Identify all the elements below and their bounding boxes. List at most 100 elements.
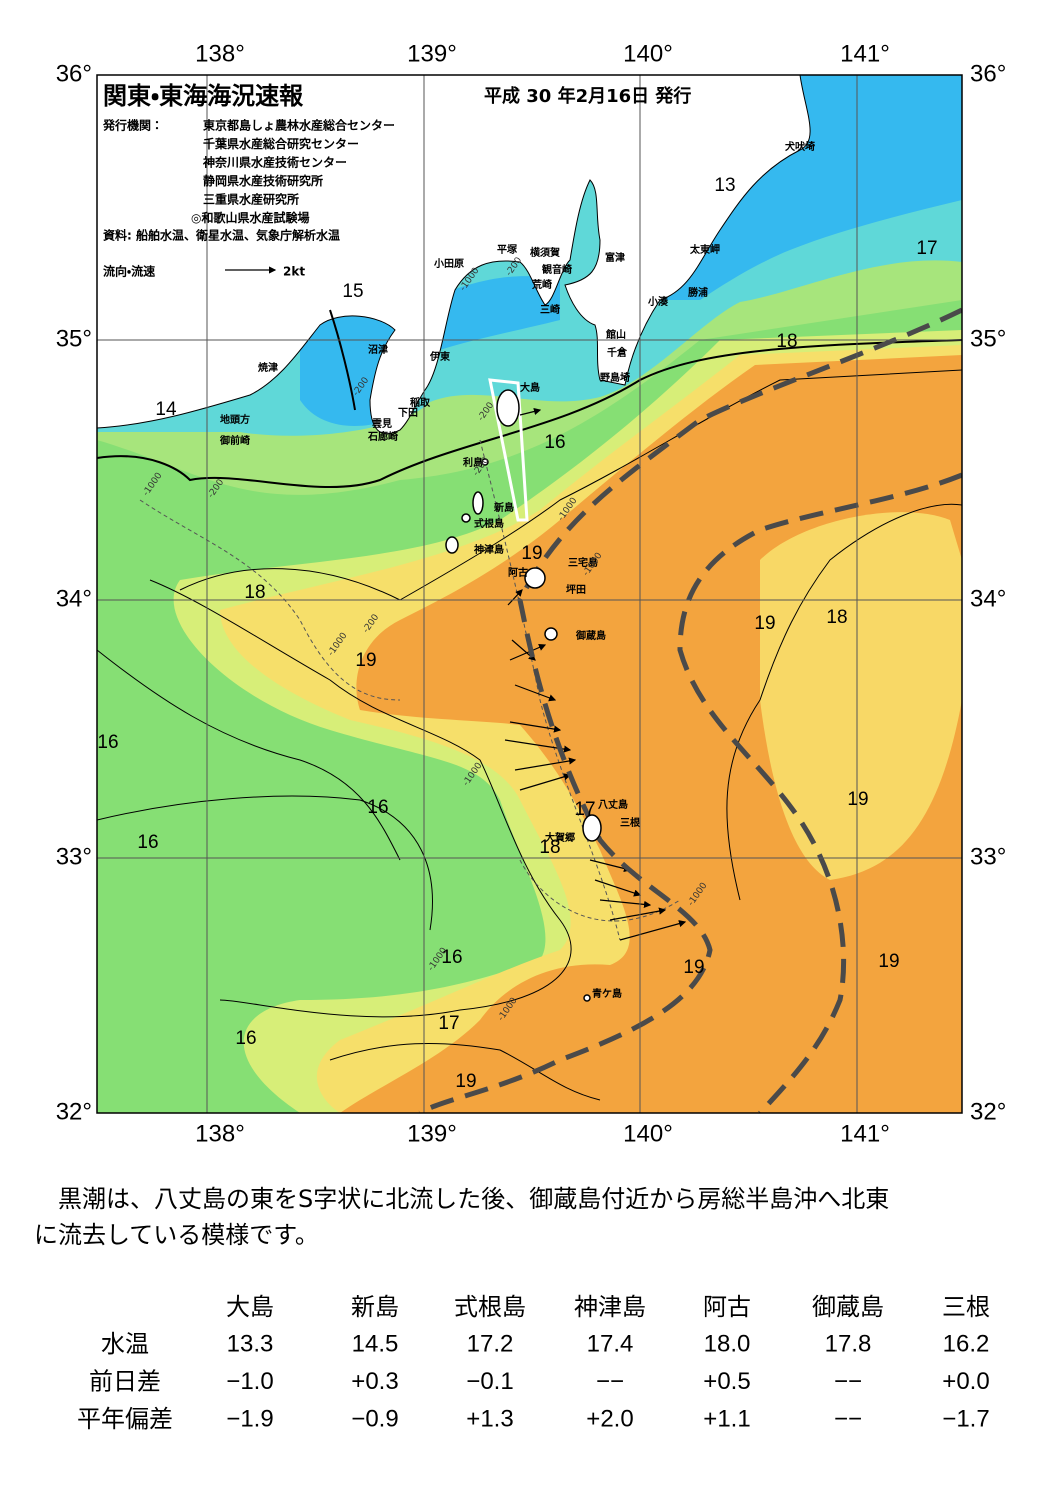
isotherm-label: 16 xyxy=(97,732,118,753)
isotherm-label: 16 xyxy=(235,1028,256,1049)
latitude-label: 36° xyxy=(56,60,92,87)
table-header: 式根島 xyxy=(454,1293,526,1321)
place-name: 小田原 xyxy=(433,257,464,270)
isotherm-label: 18 xyxy=(539,837,560,858)
table-cell: −0.1 xyxy=(466,1368,513,1395)
longitude-label: 138° xyxy=(195,1120,245,1147)
latitude-label: 34° xyxy=(970,585,1006,612)
isotherm-label: 13 xyxy=(714,175,735,196)
place-name: 大島 xyxy=(520,381,540,394)
place-name: 利島 xyxy=(463,456,483,469)
place-name: 小湊 xyxy=(647,295,669,308)
table-cell: +0.0 xyxy=(942,1368,989,1395)
longitude-label: 141° xyxy=(840,1120,890,1147)
place-name: 地頭方 xyxy=(220,413,250,426)
table-cell: −− xyxy=(834,1405,862,1432)
table-cell: 13.3 xyxy=(227,1330,274,1357)
table-cell: 17.4 xyxy=(587,1330,634,1357)
annotations: 138° 138° 139° 139° 140° 140° 141° 141° 36° 36° 35… xyxy=(34,40,1006,1433)
publisher: 神奈川県水産技術センター xyxy=(202,155,347,170)
legend-scale: 2kt xyxy=(283,265,305,279)
table-cell: −1.7 xyxy=(942,1405,989,1432)
isotherm-label: 17 xyxy=(574,799,595,820)
place-name: 八丈島 xyxy=(598,798,628,811)
depth-contours xyxy=(139,439,681,941)
table-cell: −1.0 xyxy=(226,1368,273,1395)
row-label: 水温 xyxy=(101,1330,149,1358)
place-name: 新島 xyxy=(493,501,514,514)
isotherm-label: 19 xyxy=(847,789,868,810)
table-cell: 16.2 xyxy=(943,1330,990,1357)
publisher: 東京都島しょ農林水産総合センター xyxy=(203,118,395,133)
place-name: 野島埼 xyxy=(600,371,630,384)
latitude-label: 33° xyxy=(56,843,92,870)
isotherm-label: 16 xyxy=(441,947,462,968)
sea-blue xyxy=(300,75,962,426)
place-name: 荒崎 xyxy=(531,278,552,291)
latitude-label: 35° xyxy=(56,325,92,352)
table-cell: +0.5 xyxy=(703,1368,750,1395)
place-name: 坪田 xyxy=(566,583,586,596)
place-name: 青ケ島 xyxy=(592,987,622,1000)
table-cell: −1.9 xyxy=(226,1405,273,1432)
publisher: 三重県水産研究所 xyxy=(203,192,299,207)
latitude-label: 34° xyxy=(56,585,92,612)
table-header: 阿古 xyxy=(703,1293,751,1321)
map-title: 関東・東海海況速報 xyxy=(103,82,304,110)
place-name: 三根 xyxy=(620,816,641,829)
isotherm-label: 18 xyxy=(776,331,797,352)
issue-date: 平成 30 年2月16日 発行 xyxy=(484,85,691,107)
isotherm-label: 14 xyxy=(155,399,177,420)
place-name: 勝浦 xyxy=(688,286,708,299)
row-label: 前日差 xyxy=(89,1368,161,1396)
table-cell: +0.3 xyxy=(351,1368,398,1395)
table-cell: 14.5 xyxy=(352,1330,399,1357)
place-name: 神津島 xyxy=(473,543,504,556)
table-header: 御蔵島 xyxy=(812,1293,884,1321)
isotherm-label: 19 xyxy=(878,951,899,972)
table-header: 大島 xyxy=(226,1293,274,1321)
sea-yellow-patch xyxy=(760,512,962,880)
place-name: 伊東 xyxy=(429,350,450,363)
row-label: 平年偏差 xyxy=(77,1405,173,1433)
ship-track xyxy=(488,378,529,522)
table-cell: 17.2 xyxy=(467,1330,514,1357)
isotherm-label: 16 xyxy=(544,432,565,453)
table-cell: −0.9 xyxy=(351,1405,398,1432)
latitude-label: 36° xyxy=(970,60,1006,87)
place-name: 館山 xyxy=(605,328,626,341)
table-header: 三根 xyxy=(942,1293,990,1321)
isotherm-label: 16 xyxy=(137,832,158,853)
islands xyxy=(445,389,602,1002)
publisher-label: 発行機関： xyxy=(102,118,163,133)
table-cell: 17.8 xyxy=(825,1330,872,1357)
place-name: 大賀郷 xyxy=(545,831,575,844)
longitude-label: 141° xyxy=(840,40,890,67)
latitude-label: 32° xyxy=(56,1098,92,1125)
table-cell: +2.0 xyxy=(586,1405,633,1432)
table-header: 神津島 xyxy=(574,1293,646,1321)
isotherm-label: 17 xyxy=(916,238,937,259)
publisher: 千葉県水産総合研究センター xyxy=(203,136,359,151)
latitude-label: 32° xyxy=(970,1098,1006,1125)
isotherm-label: 19 xyxy=(455,1071,476,1092)
table-cell: −− xyxy=(834,1368,862,1395)
place-name: 三宅島 xyxy=(568,556,598,569)
isotherm-label: 19 xyxy=(754,613,775,634)
isotherm-label: 19 xyxy=(683,957,704,978)
graticule xyxy=(97,75,962,1113)
table-cell: −− xyxy=(596,1368,624,1395)
land xyxy=(97,75,811,435)
place-name: 沼津 xyxy=(368,343,388,356)
place-name: 式根島 xyxy=(474,517,504,530)
place-name: 稲取 xyxy=(410,396,431,409)
place-name: 阿古 xyxy=(508,566,528,579)
publisher: 静岡県水産技術研究所 xyxy=(203,173,323,188)
latitude-label: 33° xyxy=(970,843,1006,870)
isotherm-label: 17 xyxy=(438,1013,459,1034)
place-name: 下田 xyxy=(398,407,418,419)
table-cell: +1.3 xyxy=(466,1405,513,1432)
place-name: 雲見 xyxy=(372,418,392,430)
